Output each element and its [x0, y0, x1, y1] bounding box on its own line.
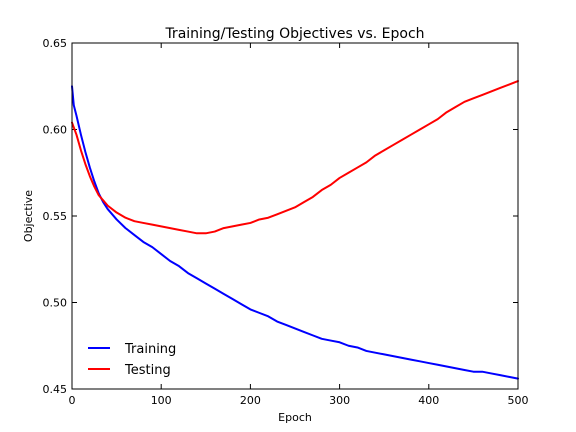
- x-tick-label: 400: [418, 394, 439, 407]
- series-line-training: [71, 85, 519, 380]
- series-group: [71, 80, 519, 380]
- y-tick-label: 0.55: [43, 210, 68, 223]
- plot-frame: [71, 42, 519, 390]
- y-tick-label: 0.50: [43, 297, 68, 310]
- legend-label-training: Training: [124, 342, 176, 357]
- chart-title: Training/Testing Objectives vs. Epoch: [164, 26, 424, 42]
- x-tick-label: 0: [69, 394, 76, 407]
- x-axis-label: Epoch: [278, 411, 312, 424]
- x-tick-label: 200: [240, 394, 261, 407]
- axis-ticks: 0 100 200 300 400 500 0.45 0.50 0.55 0.60 0.65: [43, 37, 529, 407]
- legend: Training Testing: [88, 342, 176, 378]
- series-line-testing: [71, 80, 519, 235]
- legend-label-testing: Testing: [124, 363, 171, 378]
- y-tick-label: 0.65: [43, 37, 68, 50]
- x-tick-label: 300: [329, 394, 350, 407]
- y-tick-label: 0.45: [43, 383, 68, 396]
- y-tick-label: 0.60: [43, 124, 68, 137]
- y-axis-label: Objective: [22, 190, 35, 242]
- x-tick-label: 500: [508, 394, 529, 407]
- x-tick-label: 100: [151, 394, 172, 407]
